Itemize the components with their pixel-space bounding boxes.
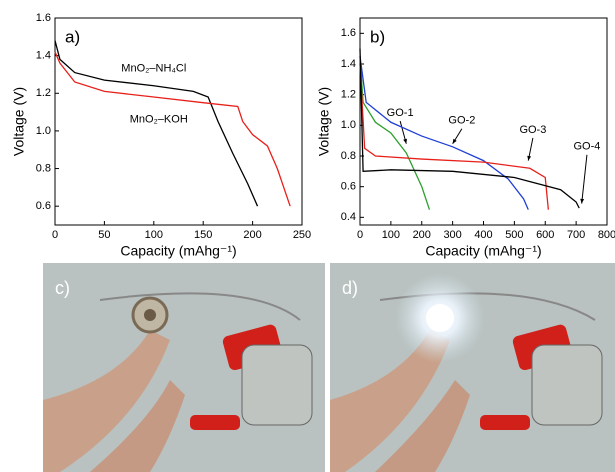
- photo-c: c): [43, 263, 325, 472]
- x-tick-label: 50: [98, 229, 110, 241]
- x-axis-label: Capacity (mAhg⁻¹): [425, 243, 541, 259]
- x-tick-label: 200: [413, 229, 431, 241]
- panel-label: a): [65, 27, 80, 46]
- y-tick-label: 1.2: [341, 89, 356, 101]
- arrow-head: [527, 156, 531, 161]
- data-line: [360, 56, 528, 209]
- series-label: GO-3: [519, 124, 546, 136]
- y-tick-label: 0.4: [341, 211, 356, 223]
- series-label: GO-2: [448, 115, 475, 127]
- photo-label: d): [342, 278, 358, 298]
- y-tick-label: 1.6: [341, 27, 356, 39]
- x-tick-label: 500: [505, 229, 523, 241]
- plot-frame: [360, 18, 607, 225]
- y-axis-label: Voltage (V): [316, 87, 332, 156]
- figure: c) d) 0 50 100 150 200 250 0.6 0.8 1.0 1.2 1.4 1.6 C…: [0, 0, 615, 472]
- y-axis-label: Voltage (V): [11, 87, 27, 156]
- x-tick-label: 300: [443, 229, 461, 241]
- series-label: MnO₂–KOH: [130, 114, 188, 126]
- x-tick-label: 100: [145, 229, 163, 241]
- x-tick-label: 0: [52, 229, 58, 241]
- x-tick-label: 0: [357, 229, 363, 241]
- x-tick-label: 400: [474, 229, 492, 241]
- y-tick-label: 1.2: [36, 87, 51, 99]
- x-tick-label: 200: [243, 229, 261, 241]
- y-tick-label: 0.8: [36, 162, 51, 174]
- series-label: MnO₂–NH₄Cl: [121, 63, 186, 75]
- panel-label: b): [370, 27, 385, 46]
- y-tick-label: 1.0: [36, 125, 51, 137]
- x-axis-label: Capacity (mAhg⁻¹): [120, 243, 236, 259]
- y-tick-label: 0.6: [341, 181, 356, 193]
- data-line: [360, 64, 548, 210]
- y-tick-label: 1.4: [341, 58, 356, 70]
- x-tick-label: 800: [598, 229, 615, 241]
- y-tick-label: 1.0: [341, 119, 356, 131]
- series-label: GO-4: [573, 141, 600, 153]
- y-tick-label: 1.4: [36, 50, 51, 62]
- photo-label: c): [55, 278, 70, 298]
- x-tick-label: 250: [293, 229, 311, 241]
- x-tick-label: 600: [536, 229, 554, 241]
- x-tick-label: 150: [194, 229, 212, 241]
- data-line: [55, 52, 290, 206]
- data-line: [360, 56, 429, 209]
- y-tick-label: 0.8: [341, 150, 356, 162]
- x-tick-label: 100: [382, 229, 400, 241]
- y-tick-label: 1.6: [36, 12, 51, 24]
- y-tick-label: 0.6: [36, 200, 51, 212]
- arrow: [582, 155, 587, 204]
- series-label: GO-1: [387, 107, 414, 119]
- x-tick-label: 700: [567, 229, 585, 241]
- photo-d: d): [330, 263, 615, 472]
